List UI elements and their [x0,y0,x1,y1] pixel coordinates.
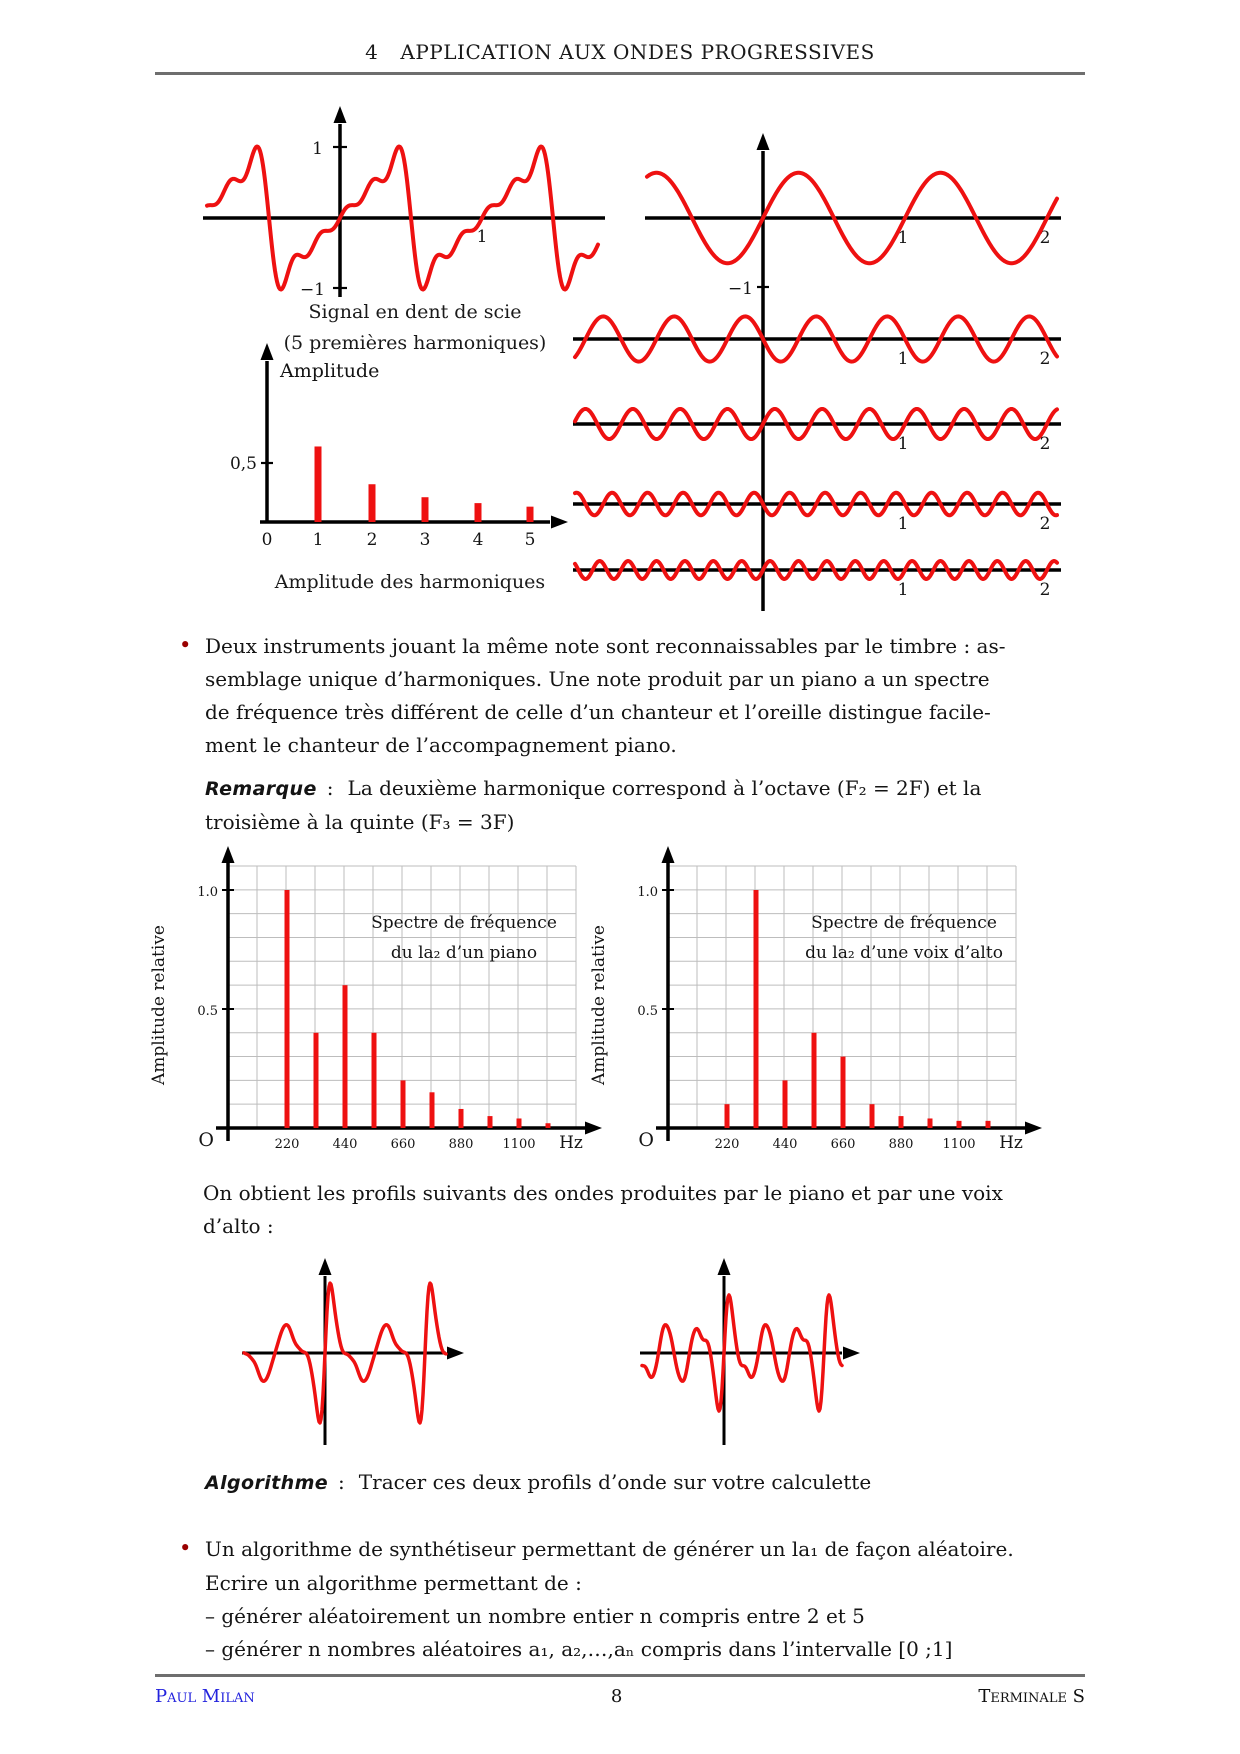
svg-text:1: 1 [477,227,488,247]
svg-text:du la₂ d’un piano: du la₂ d’un piano [391,943,537,963]
svg-text:1.0: 1.0 [197,885,218,900]
spectrum-alto-chart: 0.5 1.0 220 440 660 880 1100 Hz O Spectre de fréq… [589,846,1042,1153]
paragraph-timbre: Deux instruments jouant la même note son… [205,630,1095,762]
sawtooth-caption-line2: (5 premières harmoniques) [283,332,547,354]
ecrire-intro: Ecrire un algorithme permettant de : [205,1571,582,1595]
svg-text:4: 4 [473,530,484,550]
remarque-text-line2: troisième à la quinte (F₃ = 3F) [205,810,515,834]
svg-text:1: 1 [898,434,909,454]
svg-text:3: 3 [420,530,431,550]
harmonics-stack-chart: 1 2 1 2 1 2 1 2 1 2 −1 [573,133,1061,611]
paragraph-timbre-line: de fréquence très différent de celle d’u… [205,700,991,724]
svg-text:Spectre de fréquence: Spectre de fréquence [811,913,997,933]
ecrire-item-2: – générer n nombres aléatoires a₁, a₂,…,… [205,1637,953,1661]
page-header: 4 APPLICATION AUX ONDES PROGRESSIVES [0,40,1240,64]
paragraph-timbre-line: ment le chanteur de l’accompagnement pia… [205,733,677,757]
bullet-marker: • [179,633,192,657]
svg-text:Spectre de fréquence: Spectre de fréquence [371,913,557,933]
paragraph-timbre-line: Deux instruments jouant la même note son… [205,634,1006,658]
spectrum-piano-chart: 0.5 1.0 220 440 660 880 1100 Hz O Spectre de fréq… [149,846,602,1153]
svg-text:1: 1 [898,228,909,248]
paragraph-profils-line: On obtient les profils suivants des onde… [203,1181,1003,1205]
sawtooth-caption-line1: Signal en dent de scie [308,301,522,323]
sawtooth-signal-chart: 1 −1 1 [203,106,605,300]
section-number: 4 [365,40,379,64]
amplitude-chart: 0,5 0 1 2 3 4 5 Amplitude [230,343,568,550]
svg-text:1: 1 [312,139,323,159]
svg-text:0: 0 [262,530,273,550]
svg-text:2: 2 [1040,514,1051,534]
svg-text:880: 880 [889,1137,914,1152]
algorithme-label: Algorithme [205,1472,329,1494]
svg-text:Hz: Hz [559,1133,583,1153]
footer-level: Terminale S [978,1686,1085,1707]
paragraph-profils-line: d’alto : [203,1214,274,1238]
svg-text:Amplitude: Amplitude [279,360,379,382]
svg-text:660: 660 [831,1137,856,1152]
svg-text:1: 1 [898,580,909,600]
svg-text:1: 1 [313,530,324,550]
svg-text:0.5: 0.5 [637,1004,658,1019]
svg-text:du la₂ d’une voix d’alto: du la₂ d’une voix d’alto [805,943,1003,963]
svg-text:2: 2 [1040,349,1051,369]
svg-text:1100: 1100 [942,1137,975,1152]
svg-text:880: 880 [449,1137,474,1152]
header-rule [155,72,1085,75]
svg-text:440: 440 [773,1137,798,1152]
ecrire-block: Ecrire un algorithme permettant de : – g… [205,1567,1095,1666]
ecrire-item-1: – générer aléatoirement un nombre entier… [205,1604,865,1628]
svg-text:220: 220 [275,1137,300,1152]
remarque-line1: Remarque: La deuxième harmonique correspo… [205,772,1095,806]
svg-text:0.5: 0.5 [197,1004,218,1019]
svg-text:2: 2 [1040,434,1051,454]
svg-text:220: 220 [715,1137,740,1152]
svg-text:1100: 1100 [502,1137,535,1152]
paragraph-profils: On obtient les profils suivants des onde… [203,1177,1093,1243]
section-title: APPLICATION AUX ONDES PROGRESSIVES [400,40,875,64]
footer-page-number: 8 [610,1686,623,1707]
svg-text:2: 2 [1040,228,1051,248]
svg-text:2: 2 [1040,580,1051,600]
algorithme-separator: : [338,1470,345,1494]
algorithme-block: Algorithme: Tracer ces deux profils d’ond… [205,1466,1095,1500]
amplitude-caption: Amplitude des harmoniques [274,571,546,593]
svg-text:660: 660 [391,1137,416,1152]
algorithme-text: Tracer ces deux profils d’onde sur votre… [358,1470,872,1494]
svg-text:Hz: Hz [999,1133,1023,1153]
footer-rule [155,1674,1085,1677]
svg-text:−1: −1 [300,280,325,300]
remarque-block: Remarque: La deuxième harmonique correspo… [205,772,1095,839]
svg-text:1.0: 1.0 [637,885,658,900]
svg-text:O: O [198,1129,214,1151]
footer-author-link[interactable]: Paul Milan [155,1686,255,1707]
paragraph-synthetiseur: Un algorithme de synthétiseur permettant… [205,1537,1014,1561]
page-footer: Paul Milan 8 Terminale S [155,1686,1085,1707]
svg-text:5: 5 [525,530,536,550]
svg-text:1: 1 [898,349,909,369]
remarque-separator: : [326,776,334,800]
svg-text:O: O [638,1129,654,1151]
paragraph-timbre-line: semblage unique d’harmoniques. Une note … [205,667,990,691]
bullet-marker: • [179,1536,192,1560]
svg-text:440: 440 [333,1137,358,1152]
svg-text:−1: −1 [728,279,753,299]
svg-text:Amplitude relative: Amplitude relative [589,925,609,1086]
svg-text:2: 2 [367,530,378,550]
remarque-label: Remarque [205,778,317,800]
svg-text:1: 1 [898,514,909,534]
wave-profiles-chart [242,1258,860,1445]
svg-text:0,5: 0,5 [230,454,257,474]
svg-text:Amplitude relative: Amplitude relative [149,925,169,1086]
remarque-text-line1: La deuxième harmonique correspond à l’oc… [347,776,982,800]
